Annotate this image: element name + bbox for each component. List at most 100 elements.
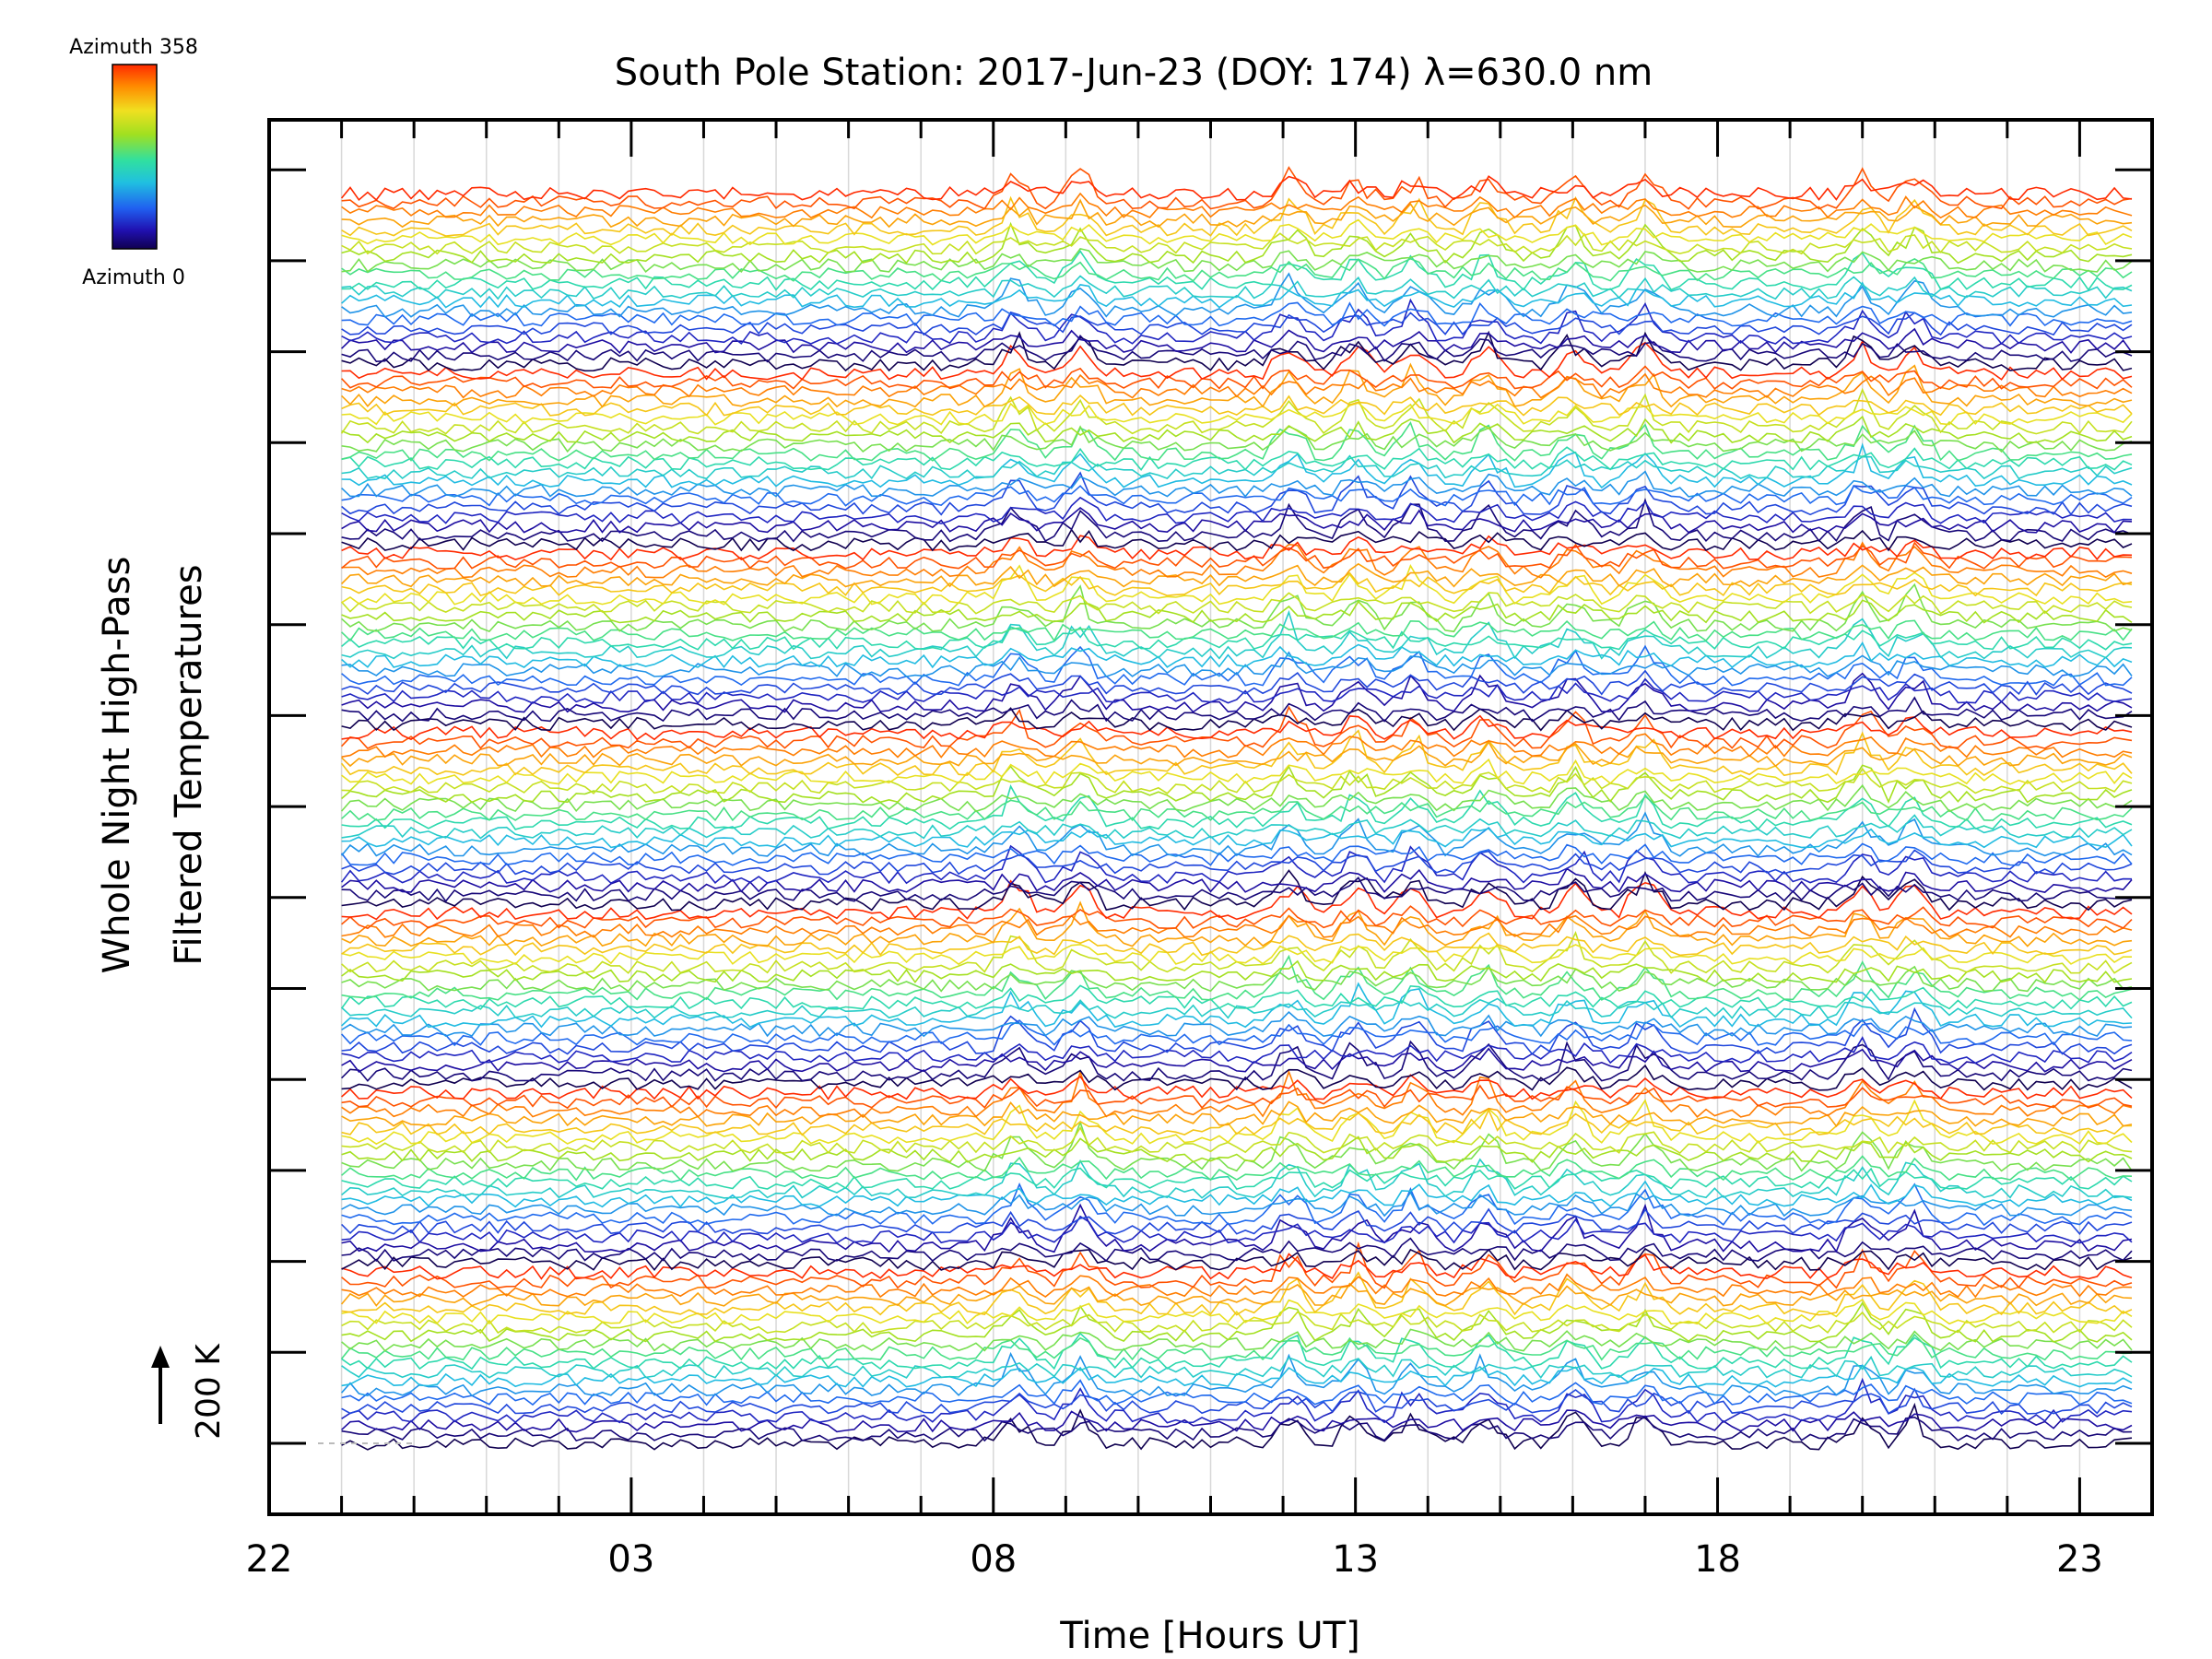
temperature-trace bbox=[340, 175, 2133, 202]
temperature-trace bbox=[340, 729, 2133, 777]
temperature-trace bbox=[341, 764, 2133, 805]
temperature-trace bbox=[341, 232, 2133, 255]
temperature-trace bbox=[341, 914, 2133, 938]
temperature-trace bbox=[341, 1241, 2133, 1289]
temperature-trace bbox=[341, 592, 2133, 615]
temperature-trace bbox=[341, 330, 2133, 372]
y-axis-ticks bbox=[269, 168, 2152, 1445]
temperature-trace bbox=[341, 564, 2133, 606]
temperature-trace bbox=[341, 1332, 2133, 1371]
temperature-trace bbox=[341, 1125, 2133, 1155]
temperature-trace bbox=[341, 609, 2133, 660]
temperature-trace bbox=[341, 1203, 2133, 1253]
temperature-trace bbox=[341, 619, 2133, 642]
temperature-trace bbox=[341, 997, 2133, 1019]
x-tick-label: 18 bbox=[1694, 1538, 1741, 1581]
x-tick-label: 13 bbox=[1332, 1538, 1379, 1581]
temperature-trace bbox=[341, 192, 2133, 219]
temperature-trace bbox=[341, 498, 2133, 543]
temperature-trace bbox=[341, 1377, 2133, 1424]
temperature-trace bbox=[341, 599, 2133, 624]
colorbar-bar bbox=[112, 64, 158, 250]
temperature-trace bbox=[341, 677, 2133, 704]
x-tick-label: 23 bbox=[2056, 1538, 2103, 1581]
x-tick-label: 22 bbox=[246, 1538, 293, 1581]
temperature-trace bbox=[341, 877, 2133, 903]
temperature-trace bbox=[341, 794, 2133, 822]
temperature-trace bbox=[341, 1047, 2133, 1073]
temperature-trace bbox=[341, 535, 2133, 561]
temperature-trace bbox=[341, 420, 2133, 462]
temperature-trace bbox=[341, 900, 2133, 947]
temperature-trace bbox=[341, 425, 2133, 453]
temperature-trace bbox=[341, 471, 2133, 516]
temperature-trace bbox=[341, 669, 2133, 696]
temperature-trace bbox=[341, 327, 2133, 355]
temperature-trace bbox=[341, 696, 2133, 723]
temperature-trace bbox=[341, 275, 2133, 300]
x-tick-label: 03 bbox=[607, 1538, 654, 1581]
temperature-trace bbox=[341, 1167, 2133, 1191]
temperature-trace bbox=[341, 814, 2133, 840]
temperature-trace bbox=[341, 626, 2133, 651]
temperature-trace bbox=[341, 1100, 2133, 1128]
temperature-trace bbox=[341, 784, 2133, 830]
temperature-trace bbox=[341, 250, 2133, 291]
temperature-trace bbox=[341, 1402, 2133, 1451]
temperature-trace bbox=[341, 1237, 2133, 1263]
temperature-trace bbox=[341, 867, 2133, 893]
temperature-trace bbox=[341, 1298, 2133, 1325]
temperature-trace bbox=[341, 402, 2133, 426]
temperature-trace bbox=[341, 1215, 2133, 1244]
temperature-trace bbox=[341, 1363, 2133, 1388]
temperature-trace bbox=[341, 298, 2133, 346]
temperature-trace bbox=[341, 1135, 2133, 1163]
temperature-trace bbox=[341, 541, 2133, 579]
temperature-trace bbox=[341, 733, 2133, 759]
temperature-trace bbox=[341, 1084, 2133, 1110]
temperature-trace bbox=[341, 334, 2133, 363]
temperature-trace bbox=[341, 301, 2133, 327]
colorbar-top-label: Azimuth 358 bbox=[69, 36, 198, 59]
temperature-trace bbox=[341, 442, 2133, 489]
temperature-trace bbox=[341, 641, 2133, 669]
temperature-trace bbox=[341, 1415, 2133, 1442]
temperature-trace bbox=[341, 943, 2132, 966]
temperature-trace bbox=[341, 959, 2133, 984]
x-tick-label: 08 bbox=[970, 1538, 1017, 1581]
temperature-trace bbox=[340, 1333, 2133, 1361]
scale-arrow-head bbox=[151, 1346, 170, 1368]
temperature-trace bbox=[341, 485, 2133, 507]
temperature-trace bbox=[341, 1006, 2133, 1055]
temperature-trace bbox=[341, 705, 2133, 749]
temperature-trace bbox=[341, 1387, 2133, 1415]
temperature-trace bbox=[341, 1247, 2133, 1271]
temperature-trace bbox=[341, 954, 2133, 1002]
temperature-trace bbox=[341, 1120, 2133, 1172]
scale-indicator: 200 K bbox=[151, 1343, 228, 1440]
temperature-trace bbox=[341, 905, 2133, 930]
chart-title: South Pole Station: 2017-Jun-23 (DOY: 17… bbox=[615, 52, 1653, 94]
temperature-trace bbox=[341, 1040, 2133, 1082]
temperature-trace bbox=[341, 644, 2133, 687]
temperature-trace bbox=[340, 984, 2133, 1010]
temperature-trace bbox=[341, 1010, 2133, 1038]
temperature-trace bbox=[341, 218, 2133, 246]
temperature-trace bbox=[341, 446, 2133, 472]
scale-label: 200 K bbox=[190, 1343, 228, 1440]
temperature-trace bbox=[341, 1311, 2133, 1335]
temperature-trace bbox=[341, 257, 2133, 282]
temperature-trace bbox=[341, 849, 2133, 876]
temperature-trace bbox=[341, 1253, 2133, 1280]
x-axis-ticks bbox=[267, 120, 2154, 1514]
colorbar: Azimuth 358 Azimuth 0 bbox=[69, 36, 198, 289]
temperature-trace bbox=[341, 365, 2133, 390]
temperature-trace bbox=[341, 1069, 2133, 1119]
temperature-trace bbox=[341, 415, 2133, 444]
temperature-trace bbox=[341, 506, 2133, 534]
temperature-trace bbox=[341, 932, 2133, 957]
temperature-trace bbox=[341, 221, 2133, 265]
temperature-trace bbox=[341, 1180, 2133, 1208]
temperature-trace bbox=[341, 1355, 2133, 1380]
